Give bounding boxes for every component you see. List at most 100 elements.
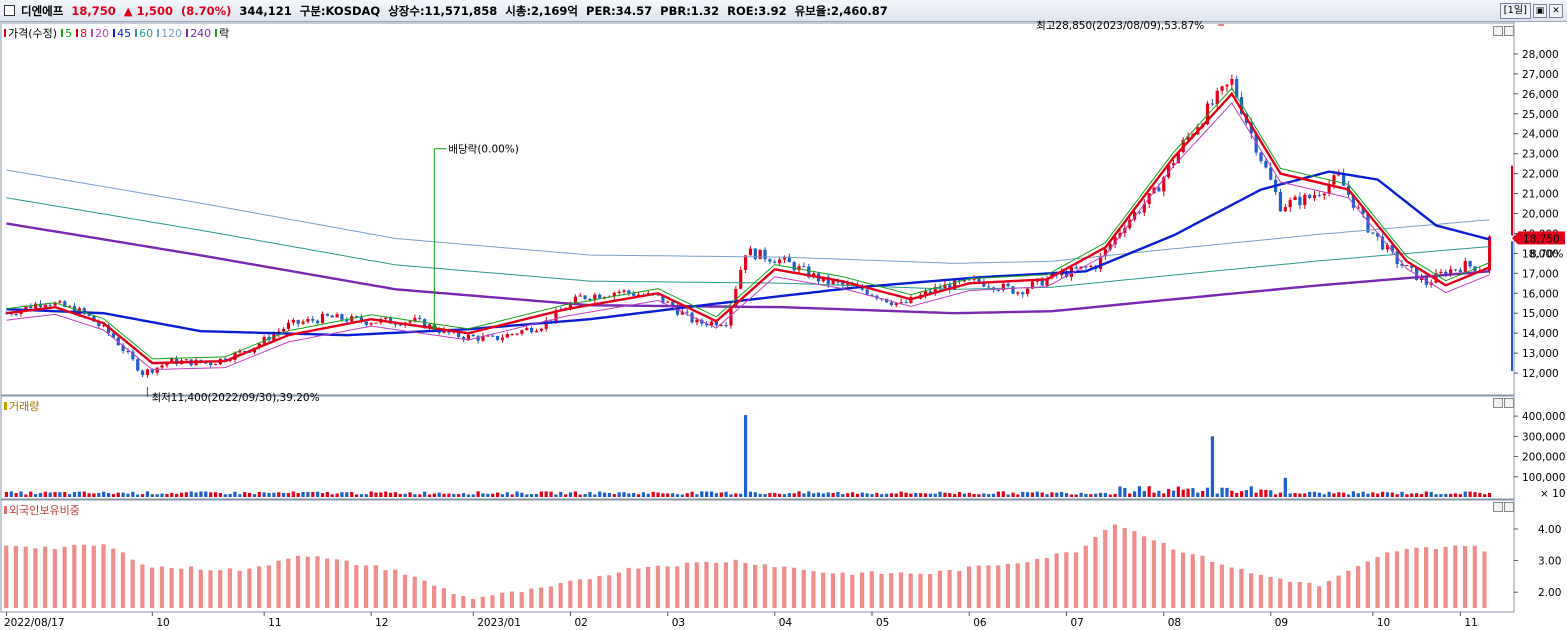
volume-bar [4, 491, 9, 497]
volume-bar [525, 494, 529, 497]
volume-bar [1346, 494, 1351, 497]
volume-bar [928, 493, 932, 497]
volume-bar [1337, 492, 1341, 497]
candle-body [126, 350, 130, 352]
foreign-bar [879, 573, 884, 608]
candle-body [705, 323, 709, 326]
volume-bar [894, 493, 898, 497]
volume-bar [802, 493, 806, 497]
volume-bar [145, 491, 150, 497]
volume-bar [1332, 493, 1336, 497]
candle-body [140, 370, 145, 376]
candle-body [695, 319, 699, 323]
price-tick-label: 13,000 [1522, 348, 1559, 360]
volume-bar [763, 493, 767, 497]
legend-item-ma8[interactable]: 8 [76, 25, 87, 41]
legend-item-ma60[interactable]: 60 [135, 25, 153, 41]
volume-bar [379, 492, 383, 497]
legend-label: 60 [139, 26, 154, 40]
legend-item-ma240[interactable]: 240 [186, 25, 211, 41]
volume-bar [1298, 493, 1302, 497]
legend-label: 락 [219, 27, 230, 40]
foreign-bar [256, 566, 262, 608]
volume-unit: × 10 [1540, 488, 1566, 500]
period-button[interactable]: [1일] [1499, 3, 1531, 19]
close-icon[interactable]: ✕ [1549, 4, 1563, 18]
foreign-bar [334, 559, 339, 608]
candle-body [238, 350, 242, 353]
volume-bar [1478, 492, 1482, 497]
candle-body [1400, 263, 1404, 266]
candle-body [136, 359, 140, 371]
candle-body [739, 269, 743, 289]
volume-bar [1376, 493, 1380, 497]
volume-bar [1103, 493, 1108, 497]
foreign-bar [266, 565, 271, 608]
candle-body [471, 334, 475, 337]
restore-icon[interactable]: ▣ [1533, 4, 1547, 18]
foreign-bar [859, 572, 865, 608]
price-pane-max-icon[interactable] [1493, 26, 1503, 36]
foreign-bar [675, 566, 680, 608]
ma45-line [6, 170, 1490, 337]
volume-pane-max-icon[interactable] [1493, 398, 1503, 408]
foreign-tick-label: 2.00 [1538, 587, 1561, 599]
candle-body [1342, 173, 1346, 186]
candle-body [311, 319, 315, 321]
foreign-bar [684, 562, 690, 608]
candle-body [155, 367, 159, 373]
volume-bar [403, 493, 407, 497]
candle-body [841, 282, 845, 285]
foreign-bar [1093, 536, 1098, 608]
legend-item-ma5[interactable]: 5 [61, 25, 72, 41]
volume-bar [72, 492, 77, 497]
volume-bar [1468, 491, 1472, 497]
volume-bar [617, 492, 621, 497]
legend-item-ma20[interactable]: 20 [91, 25, 109, 41]
candle-body [889, 302, 894, 306]
foreign-bar [801, 569, 806, 608]
volume-bar [914, 492, 918, 497]
stock-name: 디엔에프 [21, 3, 64, 18]
volume-bar [1176, 486, 1180, 497]
foreign-bar [626, 567, 631, 608]
volume-bar [850, 492, 855, 497]
select-checkbox[interactable] [4, 5, 15, 16]
candle-body [354, 316, 359, 318]
candle-body [884, 298, 889, 303]
volume-bar [369, 491, 373, 497]
volume-bar [1171, 490, 1176, 497]
candle-body [520, 330, 524, 334]
foreign-pane-max-icon[interactable] [1493, 502, 1503, 512]
candle-body [48, 304, 52, 306]
foreign-bar [1278, 578, 1283, 608]
volume-bar [1327, 491, 1331, 497]
candle-body [1220, 86, 1224, 91]
candle-body [1079, 266, 1083, 269]
volume-bar [675, 494, 680, 497]
foreign-bar [1287, 581, 1293, 608]
volume-bar [1181, 489, 1185, 497]
candle-body [510, 333, 514, 335]
volume-bar [204, 491, 208, 497]
listed-shares: 상장수:11,571,858 [388, 3, 498, 18]
volume-bar [1060, 491, 1064, 497]
date-label: 11 [1464, 617, 1477, 629]
candle-body [1366, 213, 1370, 233]
candle-body [393, 323, 398, 325]
date-label: 07 [1071, 617, 1084, 629]
legend-item-price[interactable]: 가격(수정) [4, 25, 57, 41]
volume-bar [121, 492, 125, 497]
foreign-bar [1462, 546, 1468, 608]
legend-item-exdiv[interactable]: 락 [215, 25, 229, 41]
legend-item-ma120[interactable]: 120 [157, 25, 182, 41]
volume-bar [325, 492, 329, 497]
candle-body [515, 333, 519, 335]
foreign-bar [1317, 586, 1322, 608]
candle-body [262, 336, 266, 344]
volume-bar [311, 491, 315, 497]
volume-bar [461, 493, 466, 497]
volume-bar [1113, 493, 1117, 497]
legend-item-ma45[interactable]: 45 [113, 25, 131, 41]
